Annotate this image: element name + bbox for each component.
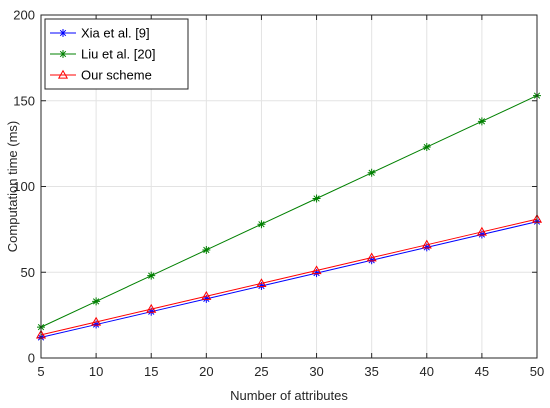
data-point bbox=[311, 265, 322, 275]
x-tick-label: 25 bbox=[254, 364, 268, 379]
x-tick-label: 45 bbox=[475, 364, 489, 379]
data-point bbox=[202, 245, 211, 254]
data-point bbox=[147, 307, 156, 316]
data-point bbox=[202, 294, 211, 303]
legend-marker bbox=[59, 29, 67, 37]
x-tick-label: 35 bbox=[364, 364, 378, 379]
y-axis-title: Computation time (ms) bbox=[5, 121, 20, 252]
legend-item: Our scheme bbox=[50, 68, 152, 83]
data-point bbox=[477, 117, 486, 126]
legend-item: Xia et al. [9] bbox=[50, 26, 150, 41]
x-tick-label: 40 bbox=[420, 364, 434, 379]
y-tick-label: 150 bbox=[13, 93, 35, 108]
data-point bbox=[92, 320, 101, 329]
legend-label: Liu et al. [20] bbox=[81, 47, 155, 62]
series-2 bbox=[37, 91, 541, 332]
data-point bbox=[421, 239, 432, 249]
x-tick-label: 5 bbox=[37, 364, 44, 379]
data-point bbox=[422, 143, 431, 152]
series-line bbox=[40, 218, 538, 336]
data-point bbox=[367, 256, 376, 265]
data-point bbox=[367, 168, 376, 177]
data-point bbox=[312, 269, 321, 278]
data-point bbox=[477, 230, 486, 239]
legend-item: Liu et al. [20] bbox=[50, 47, 155, 62]
y-tick-label: 100 bbox=[13, 179, 35, 194]
x-tick-label: 20 bbox=[199, 364, 213, 379]
x-tick-label: 30 bbox=[309, 364, 323, 379]
series-line bbox=[40, 221, 538, 338]
data-point bbox=[257, 220, 266, 229]
y-tick-label: 50 bbox=[21, 265, 35, 280]
data-point bbox=[312, 194, 321, 203]
x-axis-title: Number of attributes bbox=[230, 388, 348, 403]
axes-box bbox=[40, 14, 538, 359]
legend-label: Our scheme bbox=[81, 68, 152, 83]
data-point bbox=[147, 271, 156, 280]
x-tick-label: 15 bbox=[144, 364, 158, 379]
legend-marker bbox=[59, 50, 67, 58]
legend: Xia et al. [9] Liu et al. [20] Our scheme bbox=[44, 18, 189, 90]
x-tick-label: 10 bbox=[89, 364, 103, 379]
data-point bbox=[256, 278, 267, 288]
y-tick-label: 0 bbox=[28, 351, 35, 366]
data-point bbox=[476, 226, 487, 236]
y-tick-label: 200 bbox=[13, 8, 35, 23]
data-point bbox=[92, 297, 101, 306]
legend-label: Xia et al. [9] bbox=[81, 26, 150, 41]
data-point bbox=[91, 316, 102, 326]
series-1 bbox=[37, 217, 541, 342]
data-point bbox=[422, 243, 431, 252]
data-point bbox=[257, 281, 266, 290]
data-point bbox=[201, 291, 212, 300]
data-point bbox=[366, 252, 377, 262]
data-point bbox=[146, 303, 157, 313]
legend-marker bbox=[57, 69, 69, 79]
x-tick-label: 50 bbox=[530, 364, 544, 379]
series-line bbox=[40, 95, 538, 328]
